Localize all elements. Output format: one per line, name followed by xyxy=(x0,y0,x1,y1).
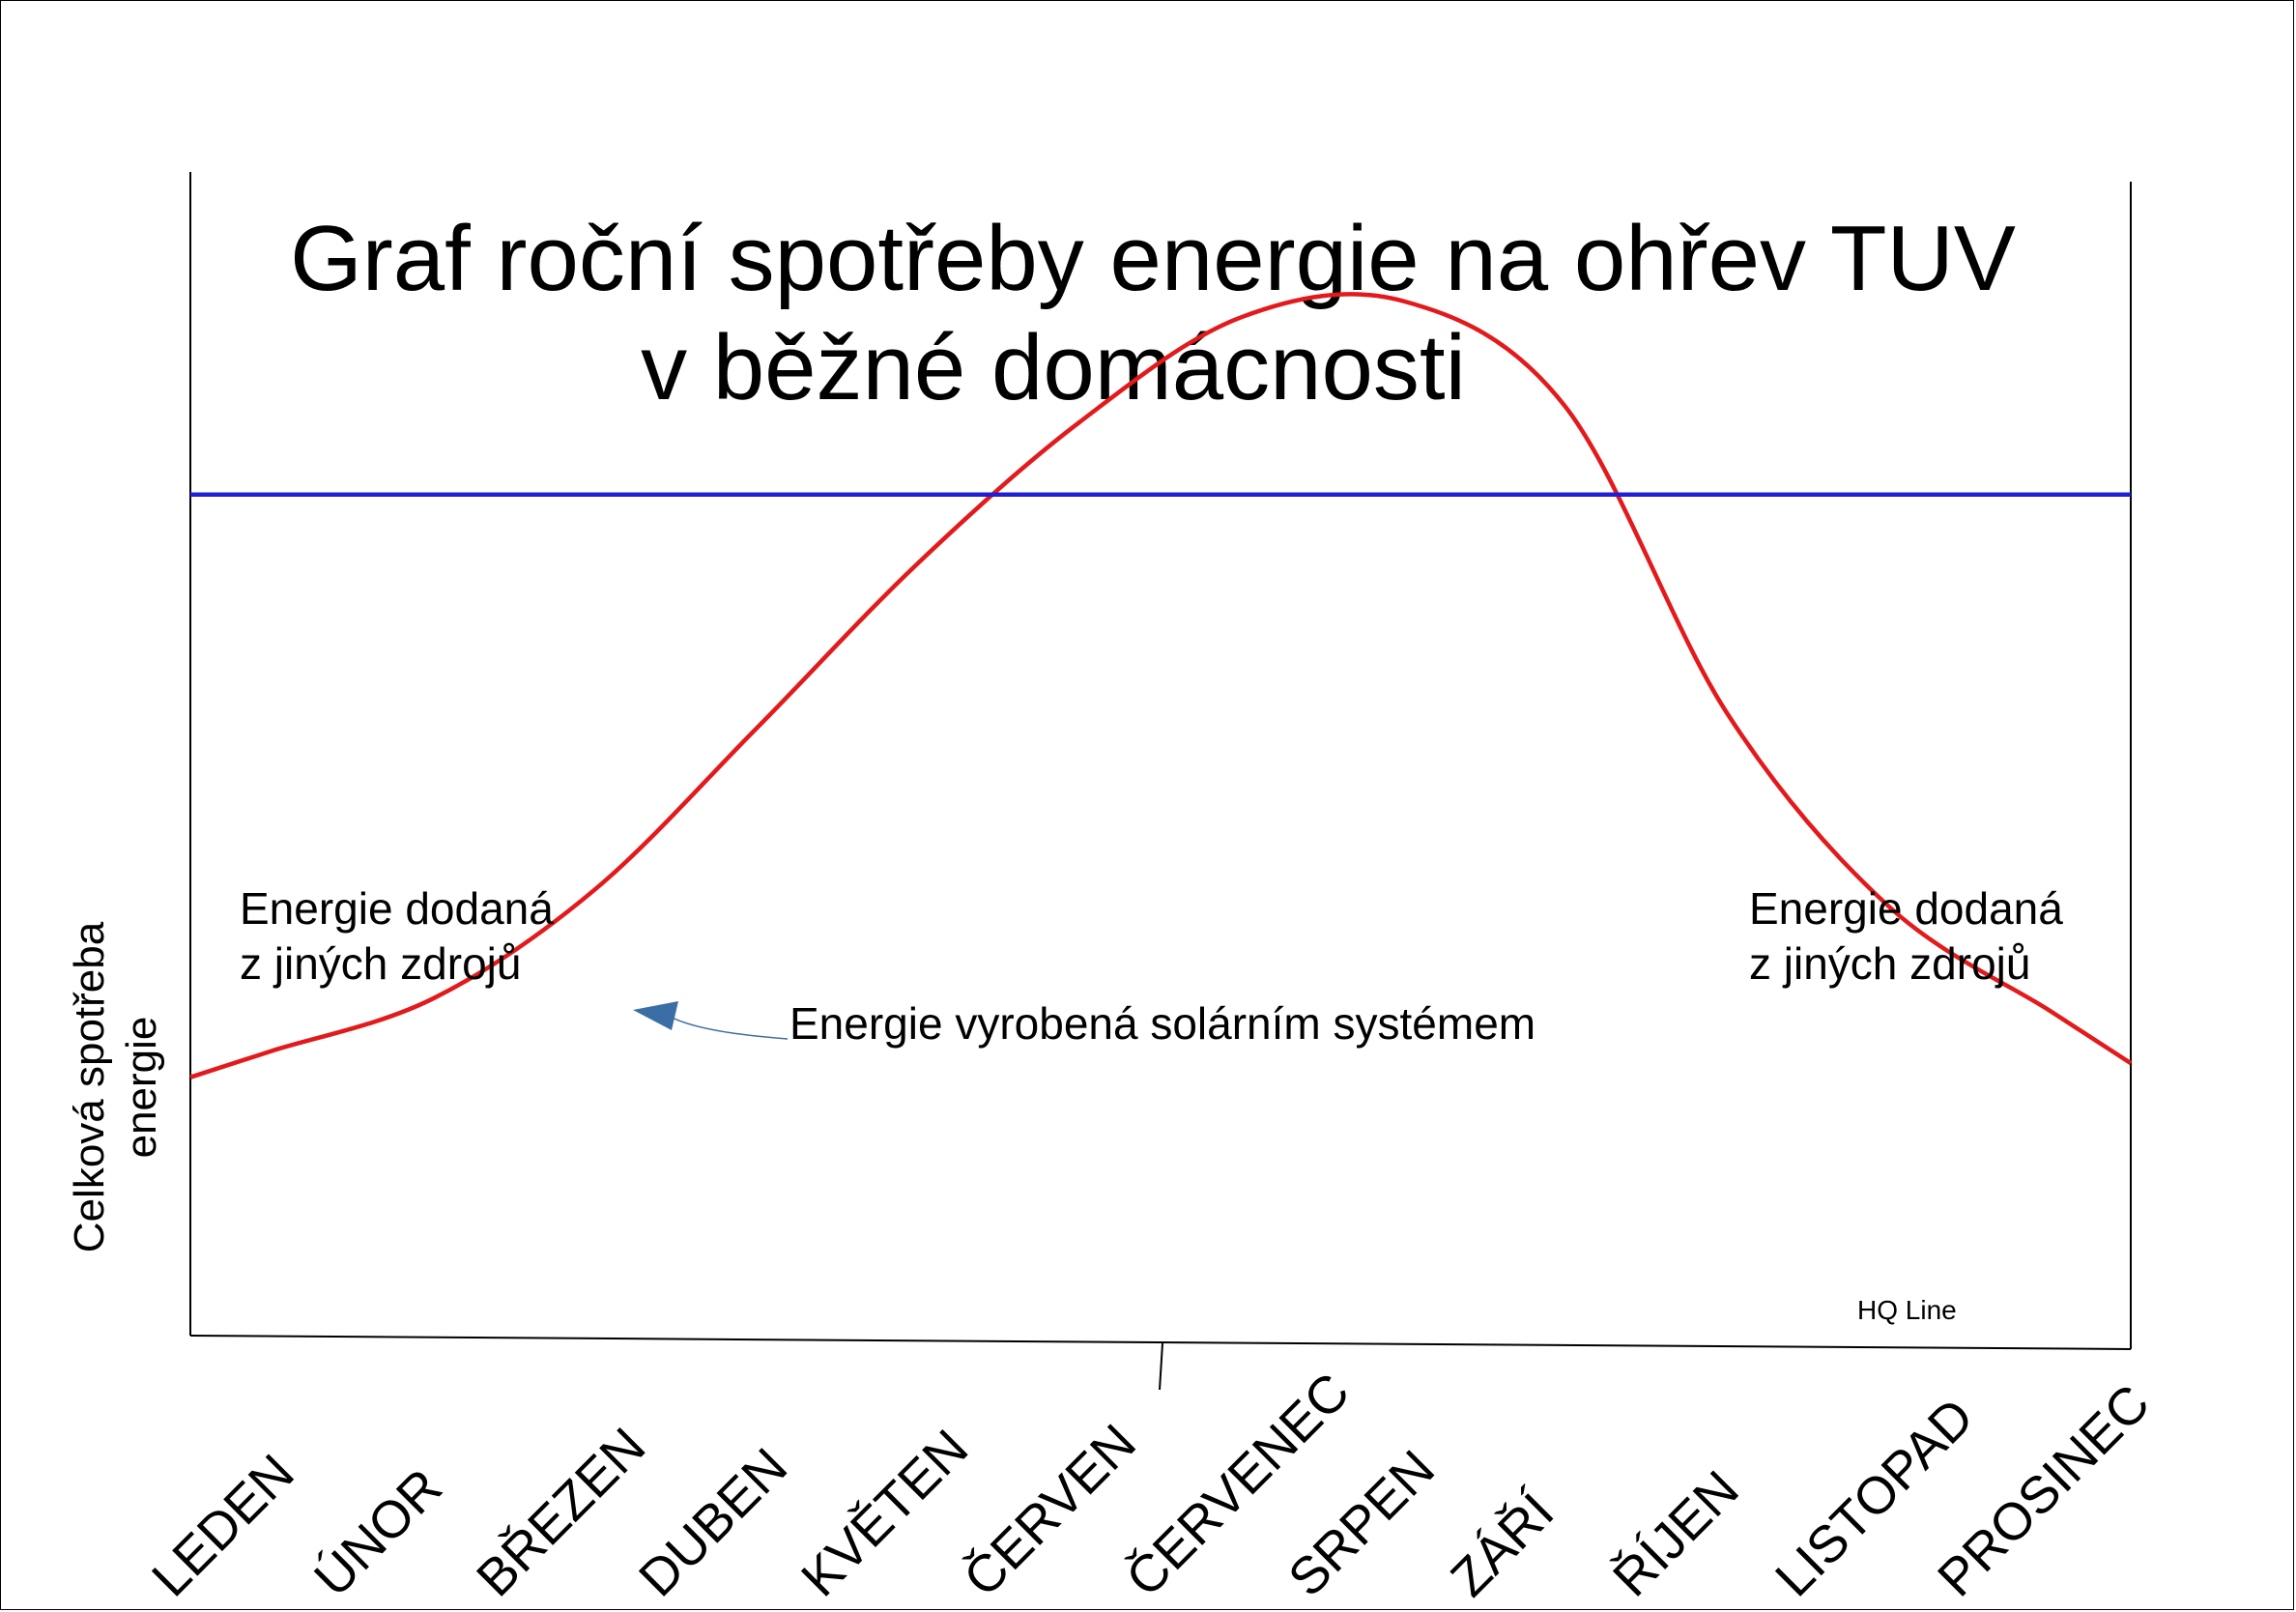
x-tick-label-6: ČERVEN xyxy=(953,1414,1147,1608)
x-tick-label-5: KVĚTEN xyxy=(790,1419,979,1607)
annotation-right-line-1: Energie dodaná xyxy=(1749,883,2063,934)
annotation-left-line-2: z jiných zdrojů xyxy=(240,938,521,989)
solar-arrow-head xyxy=(633,1001,678,1030)
x-axis xyxy=(189,1335,2132,1350)
series-line-consumption-curve xyxy=(189,292,2133,1079)
x-tick-label-8: SRPEN xyxy=(1277,1440,1446,1608)
annotation-right-line-2: z jiných zdrojů xyxy=(1749,938,2030,989)
series-layer xyxy=(189,292,2133,1079)
x-tick-label-4: DUBEN xyxy=(628,1437,798,1607)
x-axis-center-tick xyxy=(1159,1342,1163,1391)
x-tick-label-3: BŘEZEN xyxy=(466,1417,656,1607)
y-axis-label-line-1: Celková spotřeba xyxy=(66,921,113,1252)
x-tick-label-1: LEDEN xyxy=(141,1444,305,1608)
x-tick-label-2: ÚNOR xyxy=(303,1458,453,1608)
x-tick-label-9: ZÁŘÍ xyxy=(1440,1482,1564,1607)
chart-title-line-1: Graf roční spotřeby energie na ohřev TUV xyxy=(290,207,2016,310)
chart-title-line-2: v běžné domácnosti xyxy=(641,316,1466,419)
x-tick-label-10: ŘÍJEN xyxy=(1602,1460,1750,1608)
y-axis-label-line-2: energie xyxy=(118,1017,165,1159)
y-axis-label: Celková spotřeba energie xyxy=(66,921,165,1252)
annotation-left-line-1: Energie dodaná xyxy=(240,883,554,934)
solar-arrow-line xyxy=(666,1014,789,1040)
annotation-solar: Energie vyrobená solárním systémem xyxy=(789,998,1535,1049)
brand-label: HQ Line xyxy=(1857,1295,1957,1325)
